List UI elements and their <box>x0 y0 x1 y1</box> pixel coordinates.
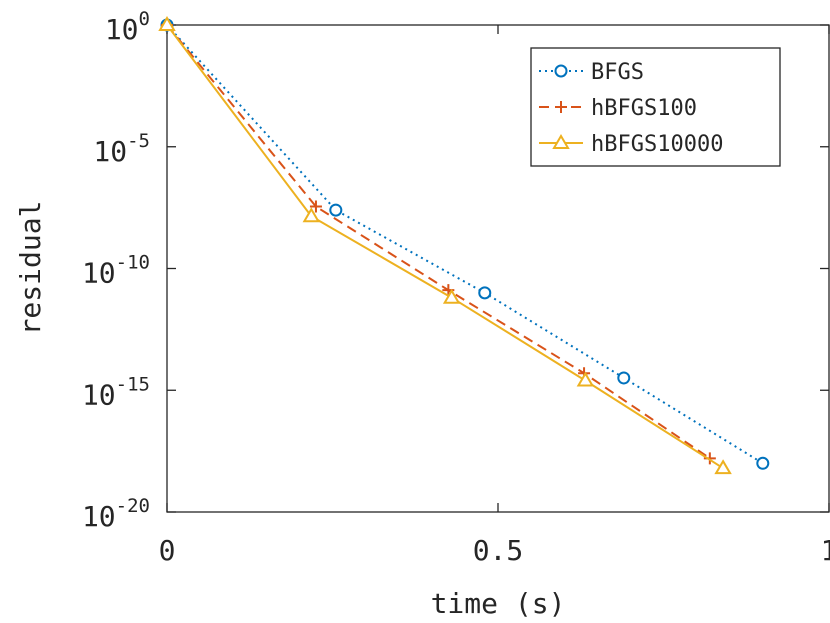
legend-label: BFGS <box>591 60 644 85</box>
x-tick-label: 1 <box>821 534 830 567</box>
legend-marker <box>555 101 567 113</box>
y-tick-label: 10-10 <box>82 252 150 290</box>
data-point <box>158 16 176 31</box>
legend-marker <box>554 64 568 78</box>
axis-ticks: 0 0.5 1 100 10-5 10-10 10-15 10-20 <box>82 8 830 567</box>
data-point <box>714 459 732 475</box>
y-tick-label: 100 <box>105 8 150 46</box>
series-hbfgs10000 <box>158 16 732 475</box>
x-tick-label: 0 <box>159 534 176 567</box>
x-tick-label: 0.5 <box>473 534 524 567</box>
x-axis-label: time (s) <box>431 587 566 620</box>
data-point <box>309 200 322 213</box>
y-tick-label: 10-5 <box>93 130 150 168</box>
legend: BFGS hBFGS100 hBFGS10000 <box>530 47 781 167</box>
legend-label: hBFGS100 <box>591 96 697 121</box>
data-point <box>478 286 492 300</box>
data-point <box>302 207 321 223</box>
series-layer <box>158 16 770 475</box>
data-point <box>617 371 631 385</box>
data-point <box>329 203 343 217</box>
data-point <box>576 371 595 387</box>
data-point <box>756 456 770 470</box>
y-tick-label: 10-15 <box>82 373 150 411</box>
y-axis-label: residual <box>14 201 47 336</box>
y-tick-label: 10-20 <box>82 495 150 533</box>
legend-label: hBFGS10000 <box>591 132 723 157</box>
legend-marker <box>552 134 570 149</box>
data-point <box>442 288 461 304</box>
